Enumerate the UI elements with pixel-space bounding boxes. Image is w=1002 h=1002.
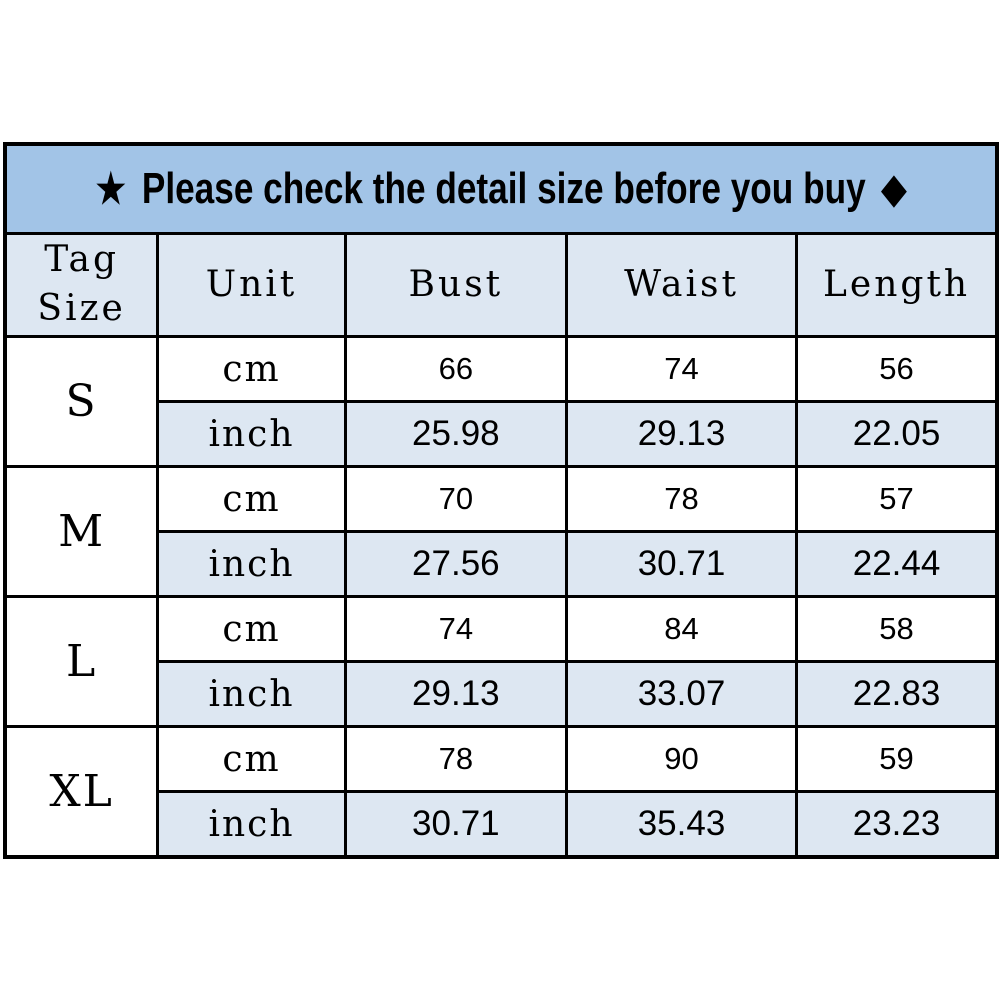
cell-l-cm-length: 58 <box>795 595 999 663</box>
unit-label-inch: inch <box>156 660 347 728</box>
banner: ★ Please check the detail size before yo… <box>3 142 999 235</box>
banner-text: Please check the detail size before you … <box>141 164 866 213</box>
cell-xl-inch-length: 23.23 <box>795 790 999 859</box>
column-header-tag-size: Tag Size <box>3 232 160 338</box>
cell-m-inch-bust: 27.56 <box>343 530 568 598</box>
cell-l-cm-waist: 84 <box>564 595 799 663</box>
size-label-l: L <box>3 595 160 728</box>
column-header-bust: Bust <box>343 232 568 338</box>
cell-s-cm-bust: 66 <box>343 335 568 403</box>
table-row-xl-cm: XL cm 78 90 59 <box>3 725 999 859</box>
unit-label-inch: inch <box>156 790 347 859</box>
diamond-icon: ◆ <box>881 167 907 211</box>
unit-label-inch: inch <box>156 530 347 598</box>
column-header-waist: Waist <box>564 232 799 338</box>
size-label-xl: XL <box>3 725 160 859</box>
size-label-s: S <box>3 335 160 468</box>
star-icon: ★ <box>95 165 126 212</box>
cell-s-inch-waist: 29.13 <box>564 400 799 468</box>
banner-row: ★ Please check the detail size before yo… <box>3 142 999 235</box>
cell-xl-cm-waist: 90 <box>564 725 799 793</box>
cell-m-cm-length: 57 <box>795 465 999 533</box>
unit-label-inch: inch <box>156 400 347 468</box>
unit-label-cm: cm <box>156 335 347 403</box>
cell-l-inch-waist: 33.07 <box>564 660 799 728</box>
cell-s-cm-waist: 74 <box>564 335 799 403</box>
unit-label-cm: cm <box>156 465 347 533</box>
cell-xl-cm-length: 59 <box>795 725 999 793</box>
cell-m-inch-waist: 30.71 <box>564 530 799 598</box>
table-header-row: Tag Size Unit Bust Waist Length <box>3 232 999 338</box>
cell-s-inch-length: 22.05 <box>795 400 999 468</box>
table-row-s-inch: inch 25.98 29.13 22.05 <box>5 400 999 468</box>
cell-s-cm-length: 56 <box>795 335 999 403</box>
cell-m-cm-bust: 70 <box>343 465 568 533</box>
size-chart-table: ★ Please check the detail size before yo… <box>3 142 999 859</box>
table-row-xl-inch: inch 30.71 35.43 23.23 <box>5 790 999 859</box>
unit-label-cm: cm <box>156 595 347 663</box>
cell-xl-cm-bust: 78 <box>343 725 568 793</box>
column-header-length: Length <box>795 232 999 338</box>
cell-l-inch-bust: 29.13 <box>343 660 568 728</box>
cell-m-cm-waist: 78 <box>564 465 799 533</box>
table-row-m-cm: M cm 70 78 57 <box>3 465 999 598</box>
column-header-unit: Unit <box>156 232 347 338</box>
table-row-l-inch: inch 29.13 33.07 22.83 <box>5 660 999 728</box>
unit-label-cm: cm <box>156 725 347 793</box>
cell-xl-inch-bust: 30.71 <box>343 790 568 859</box>
table-row-l-cm: L cm 74 84 58 <box>3 595 999 728</box>
cell-xl-inch-waist: 35.43 <box>564 790 799 859</box>
cell-l-inch-length: 22.83 <box>795 660 999 728</box>
table-row-s-cm: S cm 66 74 56 <box>3 335 999 468</box>
cell-l-cm-bust: 74 <box>343 595 568 663</box>
banner-content: ★ Please check the detail size before yo… <box>96 164 907 214</box>
table-row-m-inch: inch 27.56 30.71 22.44 <box>5 530 999 598</box>
cell-m-inch-length: 22.44 <box>795 530 999 598</box>
cell-s-inch-bust: 25.98 <box>343 400 568 468</box>
size-label-m: M <box>3 465 160 598</box>
